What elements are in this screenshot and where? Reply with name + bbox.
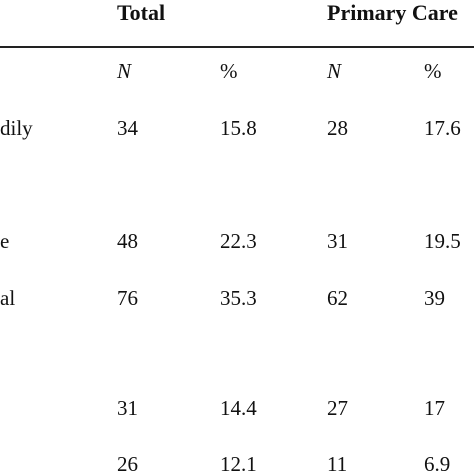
cell-pc-n: 11 bbox=[327, 452, 348, 476]
cell-total-percent: 35.3 bbox=[220, 286, 257, 310]
cell-pc-percent: 17.6 bbox=[424, 116, 461, 140]
subheader-pc-n: N bbox=[327, 59, 342, 83]
cell-total-percent: 15.8 bbox=[220, 116, 257, 140]
cell-pc-percent: 39 bbox=[424, 286, 445, 310]
cell-pc-percent: 6.9 bbox=[424, 452, 451, 476]
subheader-total-percent: % bbox=[220, 59, 238, 83]
cell-total-n: 34 bbox=[117, 116, 138, 140]
cell-pc-n: 62 bbox=[327, 286, 348, 310]
cell-total-n: 48 bbox=[117, 229, 138, 253]
cell-pc-n: 28 bbox=[327, 116, 348, 140]
row-label: al bbox=[0, 286, 16, 310]
cell-pc-percent: 17 bbox=[424, 396, 445, 420]
cell-total-percent: 14.4 bbox=[220, 396, 257, 420]
cell-total-n: 76 bbox=[117, 286, 138, 310]
cell-pc-n: 31 bbox=[327, 229, 348, 253]
subheader-total-n: N bbox=[117, 59, 132, 83]
cell-total-percent: 22.3 bbox=[220, 229, 257, 253]
cell-total-n: 26 bbox=[117, 452, 138, 476]
cell-total-n: 31 bbox=[117, 396, 138, 420]
cell-pc-n: 27 bbox=[327, 396, 348, 420]
header-rule bbox=[0, 46, 474, 48]
cell-total-percent: 12.1 bbox=[220, 452, 257, 476]
row-label: dily bbox=[0, 116, 33, 140]
cell-pc-percent: 19.5 bbox=[424, 229, 461, 253]
subheader-pc-percent: % bbox=[424, 59, 442, 83]
header-total: Total bbox=[117, 0, 166, 25]
row-label: e bbox=[0, 229, 10, 253]
header-primary-care: Primary Care bbox=[327, 0, 458, 25]
